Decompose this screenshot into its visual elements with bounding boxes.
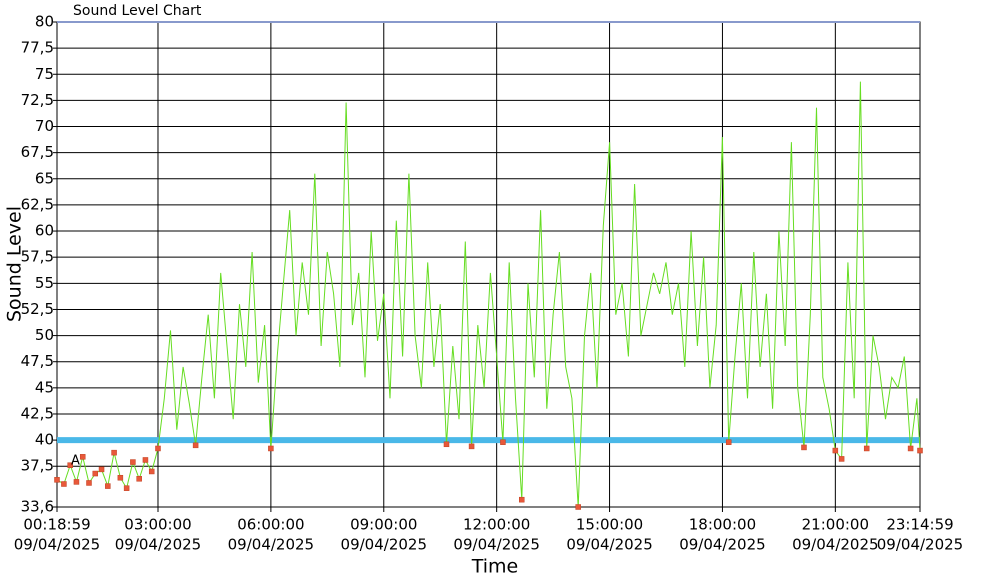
alarm-marker [192,442,199,449]
y-tick-label: 37,5 [21,457,54,475]
y-tick-label: 45 [35,378,54,396]
x-tick-label: 00:18:59 [23,516,90,534]
alarm-marker [86,480,92,486]
y-tick-label: 33,6 [21,498,54,516]
alarm-marker [468,443,475,450]
alarm-marker [575,504,581,510]
x-tick-date: 09/04/2025 [679,536,765,554]
alarm-marker [92,470,99,477]
alarm-marker [268,445,274,452]
alarm-marker [73,479,80,485]
alarm-marker [54,477,60,483]
alarm-marker [79,454,86,460]
y-tick-label: 40 [35,431,54,449]
y-tick-label: 75 [35,65,54,83]
alarm-marker [111,449,117,456]
alarm-marker [907,445,914,452]
alarm-marker [500,439,506,445]
x-tick-label: 18:00:00 [689,516,756,534]
y-tick-label: 70 [35,117,54,135]
alarm-marker [155,445,161,452]
x-tick-label: 21:00:00 [802,516,869,534]
alarm-marker [443,441,450,448]
y-tick-label: 67,5 [21,143,54,161]
y-tick-label: 62,5 [21,195,54,213]
chart-title: Sound Level Chart [73,3,202,19]
y-tick-label: 52,5 [21,300,54,318]
alarm-marker [105,483,111,489]
alarm-marker [130,459,136,465]
x-tick-label: 06:00:00 [237,516,304,534]
alarm-marker [519,496,525,503]
alarm-marker [98,466,105,473]
x-tick-date: 09/04/2025 [792,536,878,554]
y-tick-label: 80 [35,13,54,31]
y-tick-label: 65 [35,169,54,187]
y-tick-label: 72,5 [21,91,54,109]
x-tick-label: 12:00:00 [463,516,530,534]
y-tick-label: 50 [35,326,54,344]
x-tick-date: 09/04/2025 [566,536,652,554]
alarm-marker [863,445,870,452]
alarm-marker [838,456,845,462]
y-tick-label: 55 [35,274,54,292]
y-tick-label: 77,5 [21,39,54,57]
annotation: A [71,454,80,469]
alarm-marker [917,447,923,454]
x-tick-date: 09/04/2025 [453,536,539,554]
y-tick-label: 60 [35,222,54,240]
alarm-marker [832,447,839,454]
x-tick-date: 09/04/2025 [14,536,100,554]
alarm-marker [148,468,155,475]
y-tick-label: 57,5 [21,248,54,266]
alarm-marker [801,444,807,451]
x-tick-label: 23:14:59 [886,516,953,534]
plot-area [56,21,921,508]
alarm-marker [67,462,73,468]
alarm-marker [136,476,142,482]
alarm-marker [117,474,124,481]
alarm-marker [61,481,67,487]
alarm-marker [725,439,732,445]
x-tick-date: 09/04/2025 [228,536,314,554]
x-tick-date: 09/04/2025 [115,536,201,554]
x-tick-label: 03:00:00 [124,516,191,534]
alarm-marker [123,485,130,491]
x-tick-date: 09/04/2025 [341,536,427,554]
x-tick-label: 15:00:00 [576,516,643,534]
x-axis-label: Time [471,556,519,578]
y-axis-label: Sound Level [4,206,26,322]
alarm-marker [142,457,149,463]
y-tick-label: 47,5 [21,352,54,370]
x-tick-label: 09:00:00 [350,516,417,534]
y-tick-label: 42,5 [21,404,54,422]
x-tick-date: 09/04/2025 [877,536,963,554]
data-line [56,81,921,508]
